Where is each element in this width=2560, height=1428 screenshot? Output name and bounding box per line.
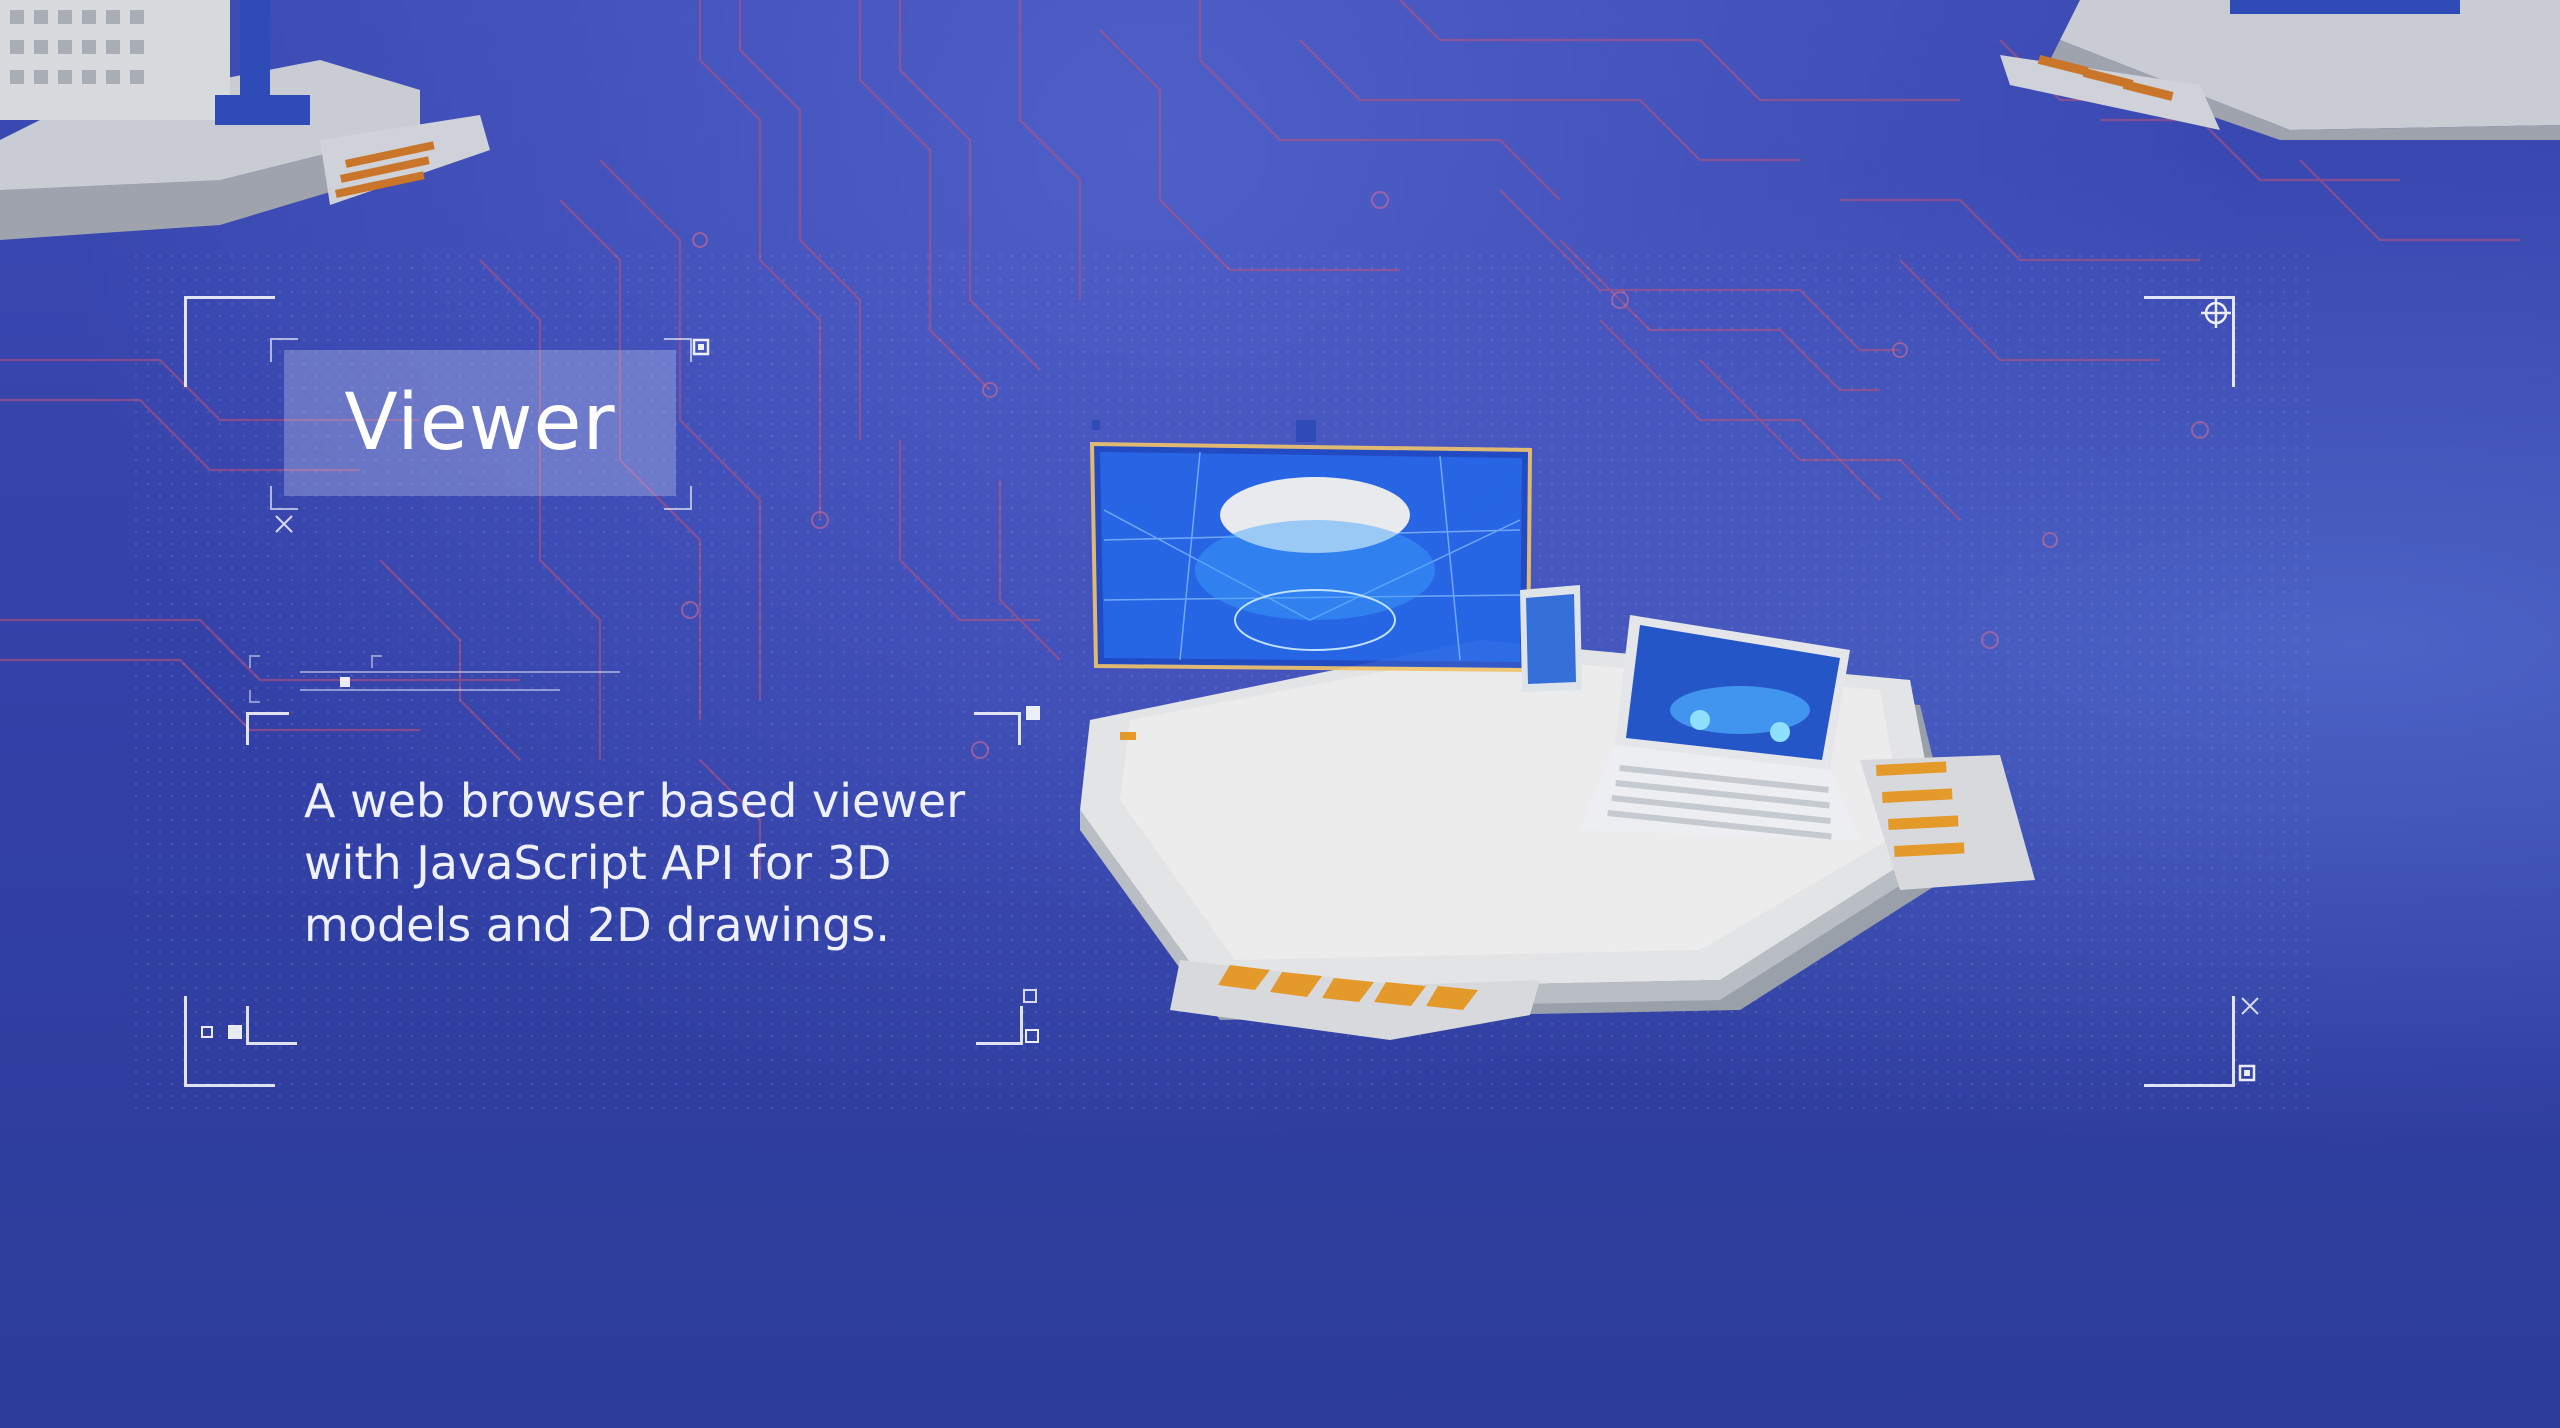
corner-bracket-icon <box>201 338 2256 1082</box>
desc-corner-top-left <box>246 712 289 745</box>
bottom-connector <box>1170 960 1540 1040</box>
crosshair-icon <box>2201 298 2231 328</box>
title-corner-top-right <box>664 338 692 362</box>
description-line: A web browser based viewer <box>304 774 966 828</box>
description-line: models and 2D drawings. <box>304 898 890 952</box>
title-panel: Viewer <box>284 350 676 496</box>
frame-corner-top-left <box>184 296 275 387</box>
page-title: Viewer <box>344 378 616 468</box>
description-line: with JavaScript API for 3D <box>304 836 892 890</box>
desc-corner-top-right <box>974 712 1021 745</box>
title-corner-top-left <box>270 338 298 362</box>
expand-icon <box>275 515 2259 1015</box>
building-platform-top-left <box>0 0 490 240</box>
holographic-screen <box>1089 420 1533 673</box>
frame-corner-bottom-right <box>2144 996 2235 1087</box>
frame-corner-top-right <box>2144 296 2235 387</box>
right-connector <box>1860 755 2035 890</box>
platform-top-right <box>2000 0 2560 140</box>
viewer-illustration <box>1080 420 2035 1040</box>
description: A web browser based viewer with JavaScri… <box>304 770 1024 956</box>
title-corner-bottom-left <box>270 486 298 510</box>
frame-corner-bottom-left <box>184 996 275 1087</box>
laptop-device <box>1580 615 1860 840</box>
desc-corner-bottom-left <box>246 1006 297 1045</box>
phone-device <box>1520 585 1582 692</box>
desc-corner-bottom-right <box>976 1006 1023 1045</box>
title-corner-bottom-right <box>664 486 692 510</box>
